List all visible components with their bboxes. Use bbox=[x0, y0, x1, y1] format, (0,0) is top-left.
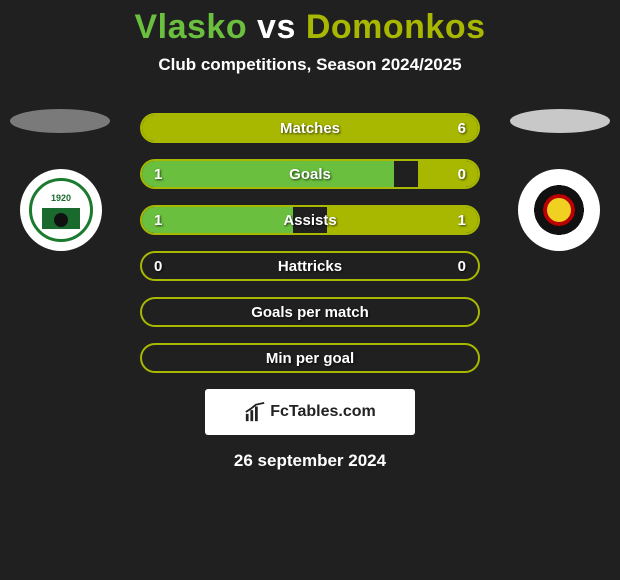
player1-oval bbox=[10, 109, 110, 133]
stat-row: 11Assists bbox=[140, 205, 480, 235]
stat-label: Hattricks bbox=[142, 253, 478, 279]
fctables-banner: FcTables.com bbox=[205, 389, 415, 435]
stat-value-left: 0 bbox=[154, 253, 162, 279]
date-text: 26 september 2024 bbox=[0, 451, 620, 471]
stat-label: Min per goal bbox=[142, 345, 478, 371]
bar-fill-right bbox=[327, 207, 478, 233]
player2-name: Domonkos bbox=[306, 8, 486, 46]
fctables-logo: FcTables.com bbox=[244, 401, 376, 423]
comparison-bars: 6Matches 10Goals 11Assists 0 0Hattricks Goals… bbox=[140, 113, 480, 373]
stat-row: Min per goal bbox=[140, 343, 480, 373]
comparison-card: Vlasko vs Domonkos Club competitions, Se… bbox=[0, 0, 620, 471]
content-area: 6Matches 10Goals 11Assists 0 0Hattricks Goals… bbox=[0, 113, 620, 471]
player1-name: Vlasko bbox=[134, 8, 247, 46]
bar-fill-left bbox=[142, 207, 293, 233]
stat-row: 0 0Hattricks bbox=[140, 251, 480, 281]
bar-fill-right bbox=[418, 161, 478, 187]
vs-text: vs bbox=[257, 8, 296, 46]
stat-row: 6Matches bbox=[140, 113, 480, 143]
player1-club-badge bbox=[20, 169, 102, 251]
chart-icon bbox=[244, 401, 266, 423]
stat-row: 10Goals bbox=[140, 159, 480, 189]
stat-value-right: 0 bbox=[458, 253, 466, 279]
player2-club-badge bbox=[518, 169, 600, 251]
banner-text: FcTables.com bbox=[270, 403, 376, 421]
subtitle: Club competitions, Season 2024/2025 bbox=[0, 55, 620, 75]
stat-label: Goals per match bbox=[142, 299, 478, 325]
player2-oval bbox=[510, 109, 610, 133]
stat-row: Goals per match bbox=[140, 297, 480, 327]
bar-fill-right bbox=[142, 115, 478, 141]
bar-fill-left bbox=[142, 161, 394, 187]
title: Vlasko vs Domonkos bbox=[0, 8, 620, 47]
